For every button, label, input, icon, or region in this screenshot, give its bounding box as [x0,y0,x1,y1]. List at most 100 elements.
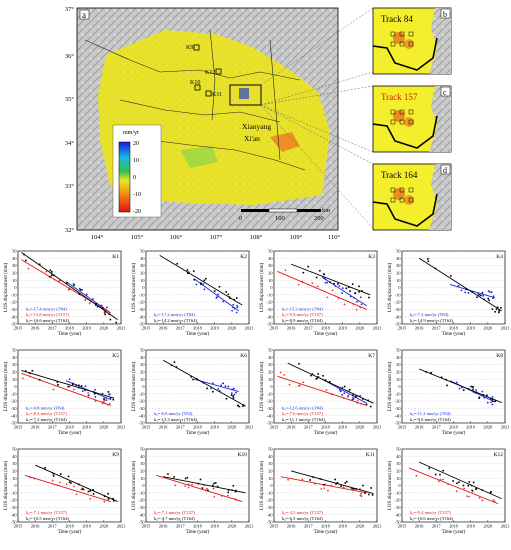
point-t164 [456,482,458,485]
fit-line-t164 [291,263,371,296]
y-tick-label: 50 [12,348,16,353]
y-axis-label: LOS displacement (mm) [388,460,393,510]
study-area-marker [239,88,249,99]
fit-line-t164 [418,368,502,403]
y-axis-label: LOS displacement (mm) [260,361,265,411]
point-t164 [323,484,325,486]
point-t164 [49,269,52,272]
point-t164 [232,395,235,397]
point-t164 [38,378,41,381]
point-t157 [212,487,215,490]
x-tick-label: 2021 [373,524,382,529]
x-axis-label: Time (year) [314,332,338,337]
y-tick-label: -50 [395,520,401,525]
point-t164 [498,311,500,314]
point-t157 [467,495,470,498]
point-t164 [495,308,498,311]
point-t164 [109,397,112,400]
point-t84 [94,388,96,391]
y-tick-label: 40 [268,256,272,261]
point-t157 [65,483,68,486]
y-tick-label: 40 [396,454,400,459]
point-t164 [230,394,233,396]
point-t157 [342,486,345,489]
x-tick-label: 2019 [210,524,219,529]
y-tick-label: 50 [140,249,144,254]
x-axis-label: Time (year) [442,530,466,535]
point-t84 [233,393,236,396]
point-t164 [309,479,311,481]
y-tick-label: 20 [140,469,144,474]
point-t84 [457,284,460,287]
panel-name: K2 [240,254,247,260]
y-tick-label: 10 [396,377,400,382]
point-t84 [217,293,220,296]
point-t164 [229,297,231,300]
point-t164 [175,366,178,368]
x-tick-label: 2017 [432,326,441,331]
point-t164 [218,285,221,288]
point-t157 [103,500,106,503]
x-tick-label: 2018 [449,425,458,430]
scale-unit: km [322,207,330,214]
point-t157 [75,493,78,496]
point-t164 [112,497,114,500]
point-t84 [233,387,235,390]
y-tick-label: 0 [270,483,272,488]
legend-entry: kₐ=-17.4 mm/yr (T84) [26,307,67,312]
x-axis-label: Time (year) [58,431,82,436]
point-t164 [79,289,82,291]
point-t164 [371,494,374,496]
point-t164 [329,380,331,383]
y-tick-label: 30 [396,362,400,367]
point-t157 [184,485,187,488]
point-t84 [456,381,458,384]
point-t164 [225,291,227,293]
point-t164 [478,293,480,296]
x-tick-label: 2016 [287,425,296,430]
legend-entry: kₐ=-4.7 mm/yr (T164) [154,516,195,521]
x-tick-label: 2021 [373,425,382,430]
y-tick-label: -40 [139,314,145,319]
point-t164 [52,472,55,475]
point-t164 [57,383,59,386]
x-tick-label: 2019 [82,524,91,529]
point-t84 [195,283,198,286]
y-axis-label: LOS displacement (mm) [132,460,137,510]
point-t84 [482,294,485,297]
point-t164 [311,373,314,375]
point-t164 [487,297,490,300]
y-tick-label: -50 [11,520,17,525]
y-tick-label: 0 [398,384,400,389]
site-marker-k9 [193,44,200,51]
point-t84 [343,392,346,395]
point-t164 [24,259,27,262]
scale-bar: 0 100 200 km [239,207,330,222]
y-tick-label: 0 [14,483,16,488]
point-t157 [87,391,90,394]
y-tick-label: 10 [140,377,144,382]
site-marker-k11 [205,90,212,97]
y-tick-label: 10 [268,278,272,283]
point-t164 [472,481,475,484]
y-tick-label: -20 [267,300,273,305]
point-t164 [348,286,350,289]
x-tick-label: 2015 [142,326,151,331]
x-tick-label: 2015 [270,326,279,331]
x-tick-label: 2018 [321,425,330,430]
site-label-k11: K11 [212,92,222,98]
x-tick-label: 2018 [449,326,458,331]
point-t164 [361,290,363,292]
point-t84 [236,306,239,309]
point-t84 [481,291,484,294]
point-t164 [351,283,354,286]
svg-text:105°: 105° [131,234,144,241]
y-tick-label: -30 [139,307,145,312]
x-axis-label: Time (year) [314,530,338,535]
x-axis-label: Time (year) [58,332,82,337]
inset-b: Track 84 b [372,7,452,75]
point-t157 [287,478,290,481]
lat-labels: 37° 36° 35° 34° 33° 32° [65,6,75,234]
point-t164 [81,488,84,491]
